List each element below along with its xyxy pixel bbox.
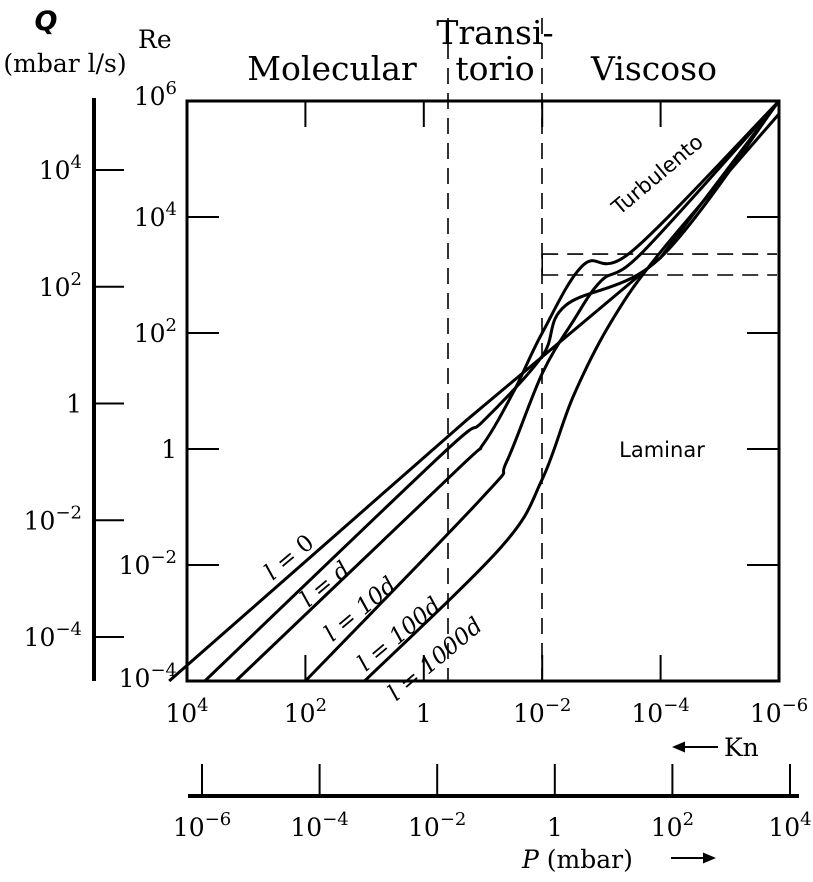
- re-tick-label-base: 10: [134, 319, 166, 348]
- q-tick-label: 10−2: [24, 502, 82, 535]
- re-axis-title: Re: [138, 25, 172, 54]
- q-tick-label-base: 1: [66, 390, 82, 419]
- pressure-axis-title: P (mbar): [521, 845, 633, 874]
- q-tick-label-exponent: −2: [55, 502, 82, 523]
- q-tick-label-base: 10: [39, 156, 71, 185]
- kn-axis-title: Kn: [724, 733, 759, 762]
- kn-tick-label-exponent: −6: [782, 695, 809, 716]
- kn-tick-label: 10−2: [513, 695, 571, 728]
- kn-tick-label: 1: [416, 699, 432, 728]
- region-viscous-label: Viscoso: [590, 49, 717, 88]
- kn-tick-label-base: 10: [631, 699, 663, 728]
- pressure-tick-label-base: 10: [651, 813, 683, 842]
- re-tick-label-exponent: −2: [150, 547, 177, 568]
- pressure-tick-label-base: 10: [173, 813, 205, 842]
- kn-tick-label-base: 10: [165, 699, 197, 728]
- q-tick-label-base: 10: [24, 506, 56, 535]
- q-axis-symbol: Q: [35, 6, 58, 37]
- re-tick-label-exponent: 4: [166, 199, 177, 220]
- kn-tick-label-base: 1: [416, 699, 432, 728]
- pressure-tick-label-exponent: 4: [800, 809, 811, 830]
- re-tick-label-base: 10: [134, 203, 166, 232]
- pressure-tick-label: 10−6: [173, 809, 231, 842]
- pressure-tick-label-exponent: 2: [683, 809, 694, 830]
- q-tick-label-base: 10: [24, 623, 56, 652]
- pressure-tick-label-exponent: −6: [205, 809, 232, 830]
- re-tick-label: 106: [134, 78, 177, 111]
- q-tick-label: 102: [39, 269, 82, 302]
- pressure-tick-label: 10−2: [408, 809, 466, 842]
- laminar-label: Laminar: [619, 438, 705, 462]
- pressure-tick-label-exponent: −2: [440, 809, 467, 830]
- curve-l-100d: [304, 99, 781, 683]
- kn-tick-label-exponent: −4: [663, 695, 690, 716]
- kn-tick-label-base: 10: [513, 699, 545, 728]
- region-molecular-label: Molecular: [247, 49, 417, 88]
- pressure-tick-label-base: 10: [408, 813, 440, 842]
- re-tick-label: 10−2: [119, 547, 177, 580]
- curve-l-d: [203, 100, 781, 683]
- kn-tick-label: 10−4: [631, 695, 689, 728]
- q-axis-unit: (mbar l/s): [3, 49, 126, 78]
- curve-l-10d: [234, 99, 781, 683]
- kn-tick-label-exponent: −2: [545, 695, 572, 716]
- curve-layer: [168, 99, 781, 683]
- pressure-tick-label-base: 1: [547, 813, 563, 842]
- turbulent-label: Turbulento: [606, 130, 708, 221]
- kn-tick-label-exponent: 2: [316, 695, 327, 716]
- q-tick-label-exponent: 2: [71, 269, 82, 290]
- q-tick-label-base: 10: [39, 273, 71, 302]
- re-tick-label: 102: [134, 315, 177, 348]
- kn-tick-label: 102: [284, 695, 327, 728]
- pressure-tick-label: 102: [651, 809, 694, 842]
- kn-axis-arrow: [672, 741, 718, 753]
- pressure-axis-unit: (mbar): [539, 845, 633, 874]
- pressure-tick-label-exponent: −4: [322, 809, 349, 830]
- re-tick-label: 10−4: [119, 660, 177, 693]
- re-tick-label: 104: [134, 199, 177, 232]
- kn-tick-label-base: 10: [750, 699, 782, 728]
- transition-band-layer: [541, 253, 777, 276]
- kn-tick-label-base: 10: [284, 699, 316, 728]
- region-transition-label-1: Transi-: [436, 13, 553, 52]
- curve-l-0: [168, 100, 781, 683]
- q-tick-label: 1: [66, 390, 82, 419]
- plot-frame: [185, 99, 781, 683]
- q-tick-label: 104: [39, 152, 82, 185]
- kn-tick-label: 10−6: [750, 695, 808, 728]
- q-tick-label-exponent: 4: [71, 152, 82, 173]
- pressure-tick-label-base: 10: [290, 813, 322, 842]
- pressure-tick-label-base: 10: [768, 813, 800, 842]
- re-tick-label-base: 10: [119, 664, 151, 693]
- tick-layer: 104 102 1 10−2 10−4 10−6106104102110−210−4104…: [24, 78, 812, 842]
- re-tick-label: 1: [161, 435, 177, 464]
- pressure-tick-label: 1: [547, 813, 563, 842]
- q-tick-label-exponent: −4: [55, 619, 82, 640]
- re-tick-label-exponent: 2: [166, 315, 177, 336]
- region-transition-label-2: torio: [455, 49, 534, 88]
- re-tick-label-base: 1: [161, 435, 177, 464]
- pressure-axis-arrow: [671, 852, 716, 864]
- pressure-tick-label: 104: [768, 809, 811, 842]
- kn-tick-label-exponent: 4: [197, 695, 208, 716]
- curve-l-1000d: [363, 112, 781, 683]
- q-tick-label: 10−4: [24, 619, 82, 652]
- re-tick-label-base: 10: [119, 551, 151, 580]
- re-tick-label-exponent: 6: [166, 78, 177, 99]
- re-tick-label-base: 10: [134, 82, 166, 111]
- pressure-tick-label: 10−4: [290, 809, 348, 842]
- re-tick-label-exponent: −4: [150, 660, 177, 681]
- kn-tick-label: 104: [165, 695, 208, 728]
